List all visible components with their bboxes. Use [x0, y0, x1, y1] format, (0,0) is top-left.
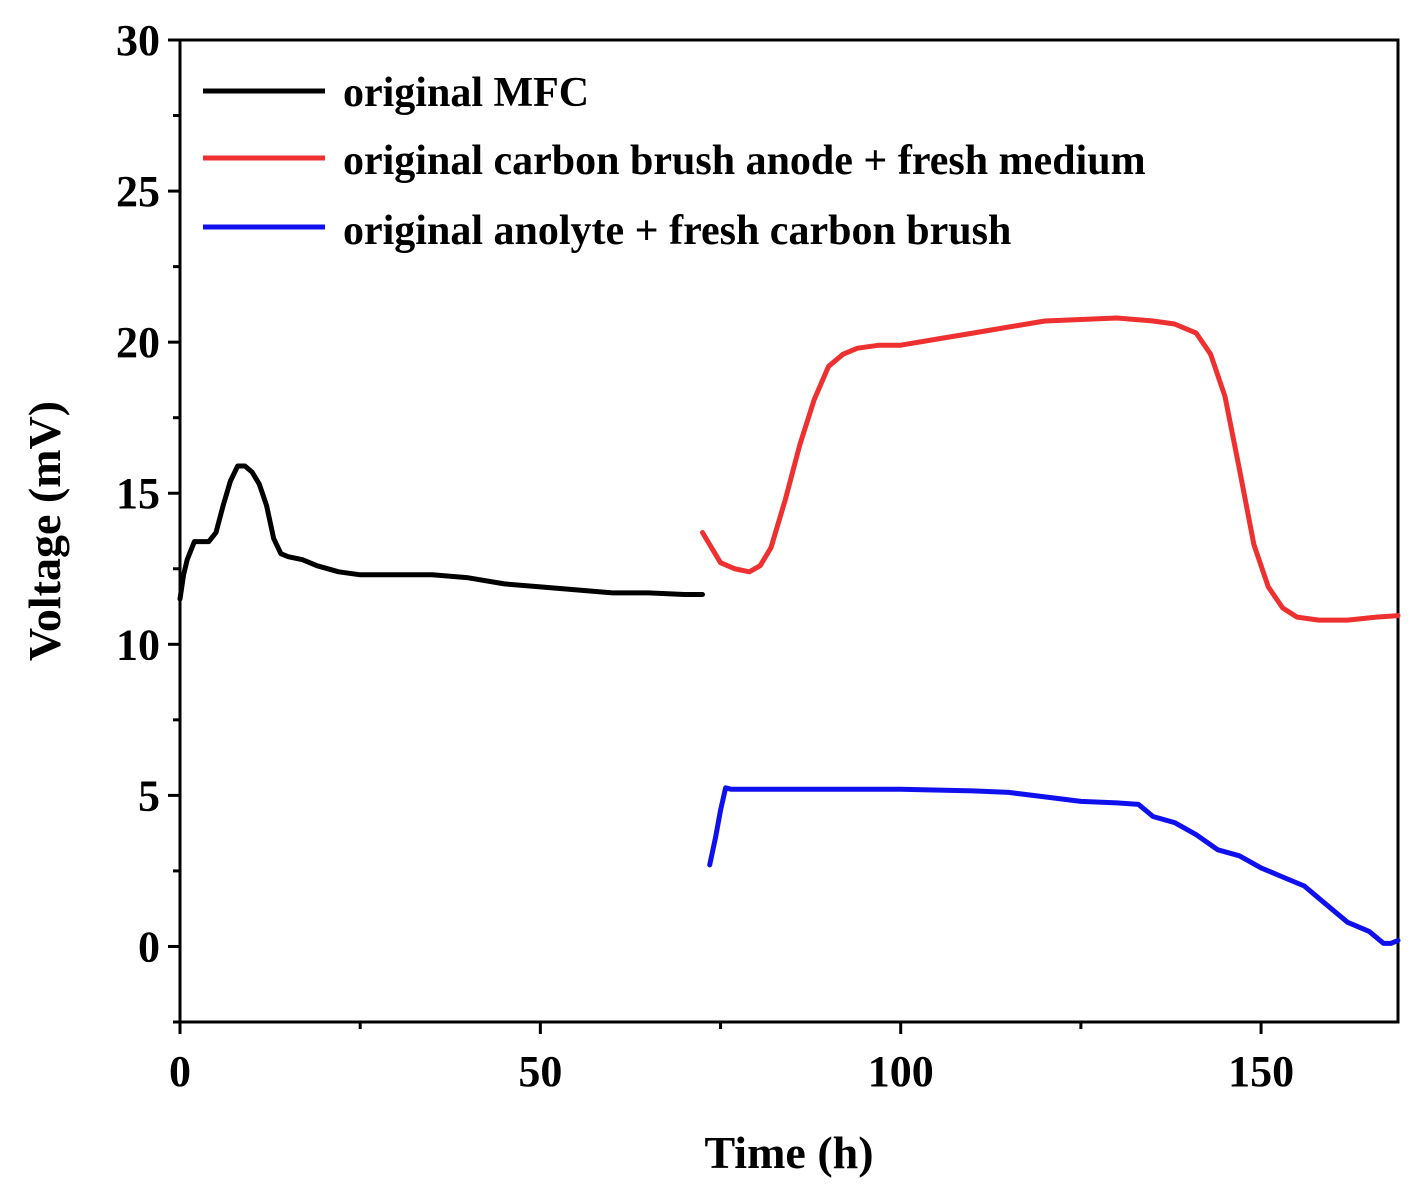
legend-label-original-mfc: original MFC — [343, 70, 589, 116]
series-line-original-mfc — [177, 463, 705, 602]
legend: original MFC original carbon brush anode… — [203, 70, 1146, 254]
legend-label-carbon-brush-anode: original carbon brush anode + fresh medi… — [343, 138, 1146, 184]
axis-ticks — [168, 38, 1263, 1034]
x-tick-label-100: 100 — [868, 1047, 934, 1096]
plot-frame — [178, 38, 1400, 1024]
y-tick-label-15: 15 — [116, 469, 160, 518]
legend-label-anolyte: original anolyte + fresh carbon brush — [343, 208, 1011, 254]
x-axis-title: Time (h) — [704, 1127, 873, 1178]
series-line-carbon-brush-anode — [700, 315, 1401, 623]
y-tick-label-25: 25 — [116, 167, 160, 216]
y-tick-label-30: 30 — [116, 16, 160, 65]
y-axis-title: Voltage (mV) — [19, 401, 70, 661]
series-line-anolyte — [707, 785, 1401, 946]
y-tick-label-10: 10 — [116, 620, 160, 669]
y-tick-label-0: 0 — [138, 922, 160, 971]
x-tick-label-150: 150 — [1228, 1047, 1294, 1096]
x-tick-label-50: 50 — [518, 1047, 562, 1096]
series-layer — [177, 315, 1401, 946]
x-tick-label-0: 0 — [169, 1047, 191, 1096]
y-tick-label-5: 5 — [138, 771, 160, 820]
tick-labels: 0 5 10 15 20 25 30 0 50 100 150 — [116, 16, 1294, 1096]
y-tick-label-20: 20 — [116, 318, 160, 367]
